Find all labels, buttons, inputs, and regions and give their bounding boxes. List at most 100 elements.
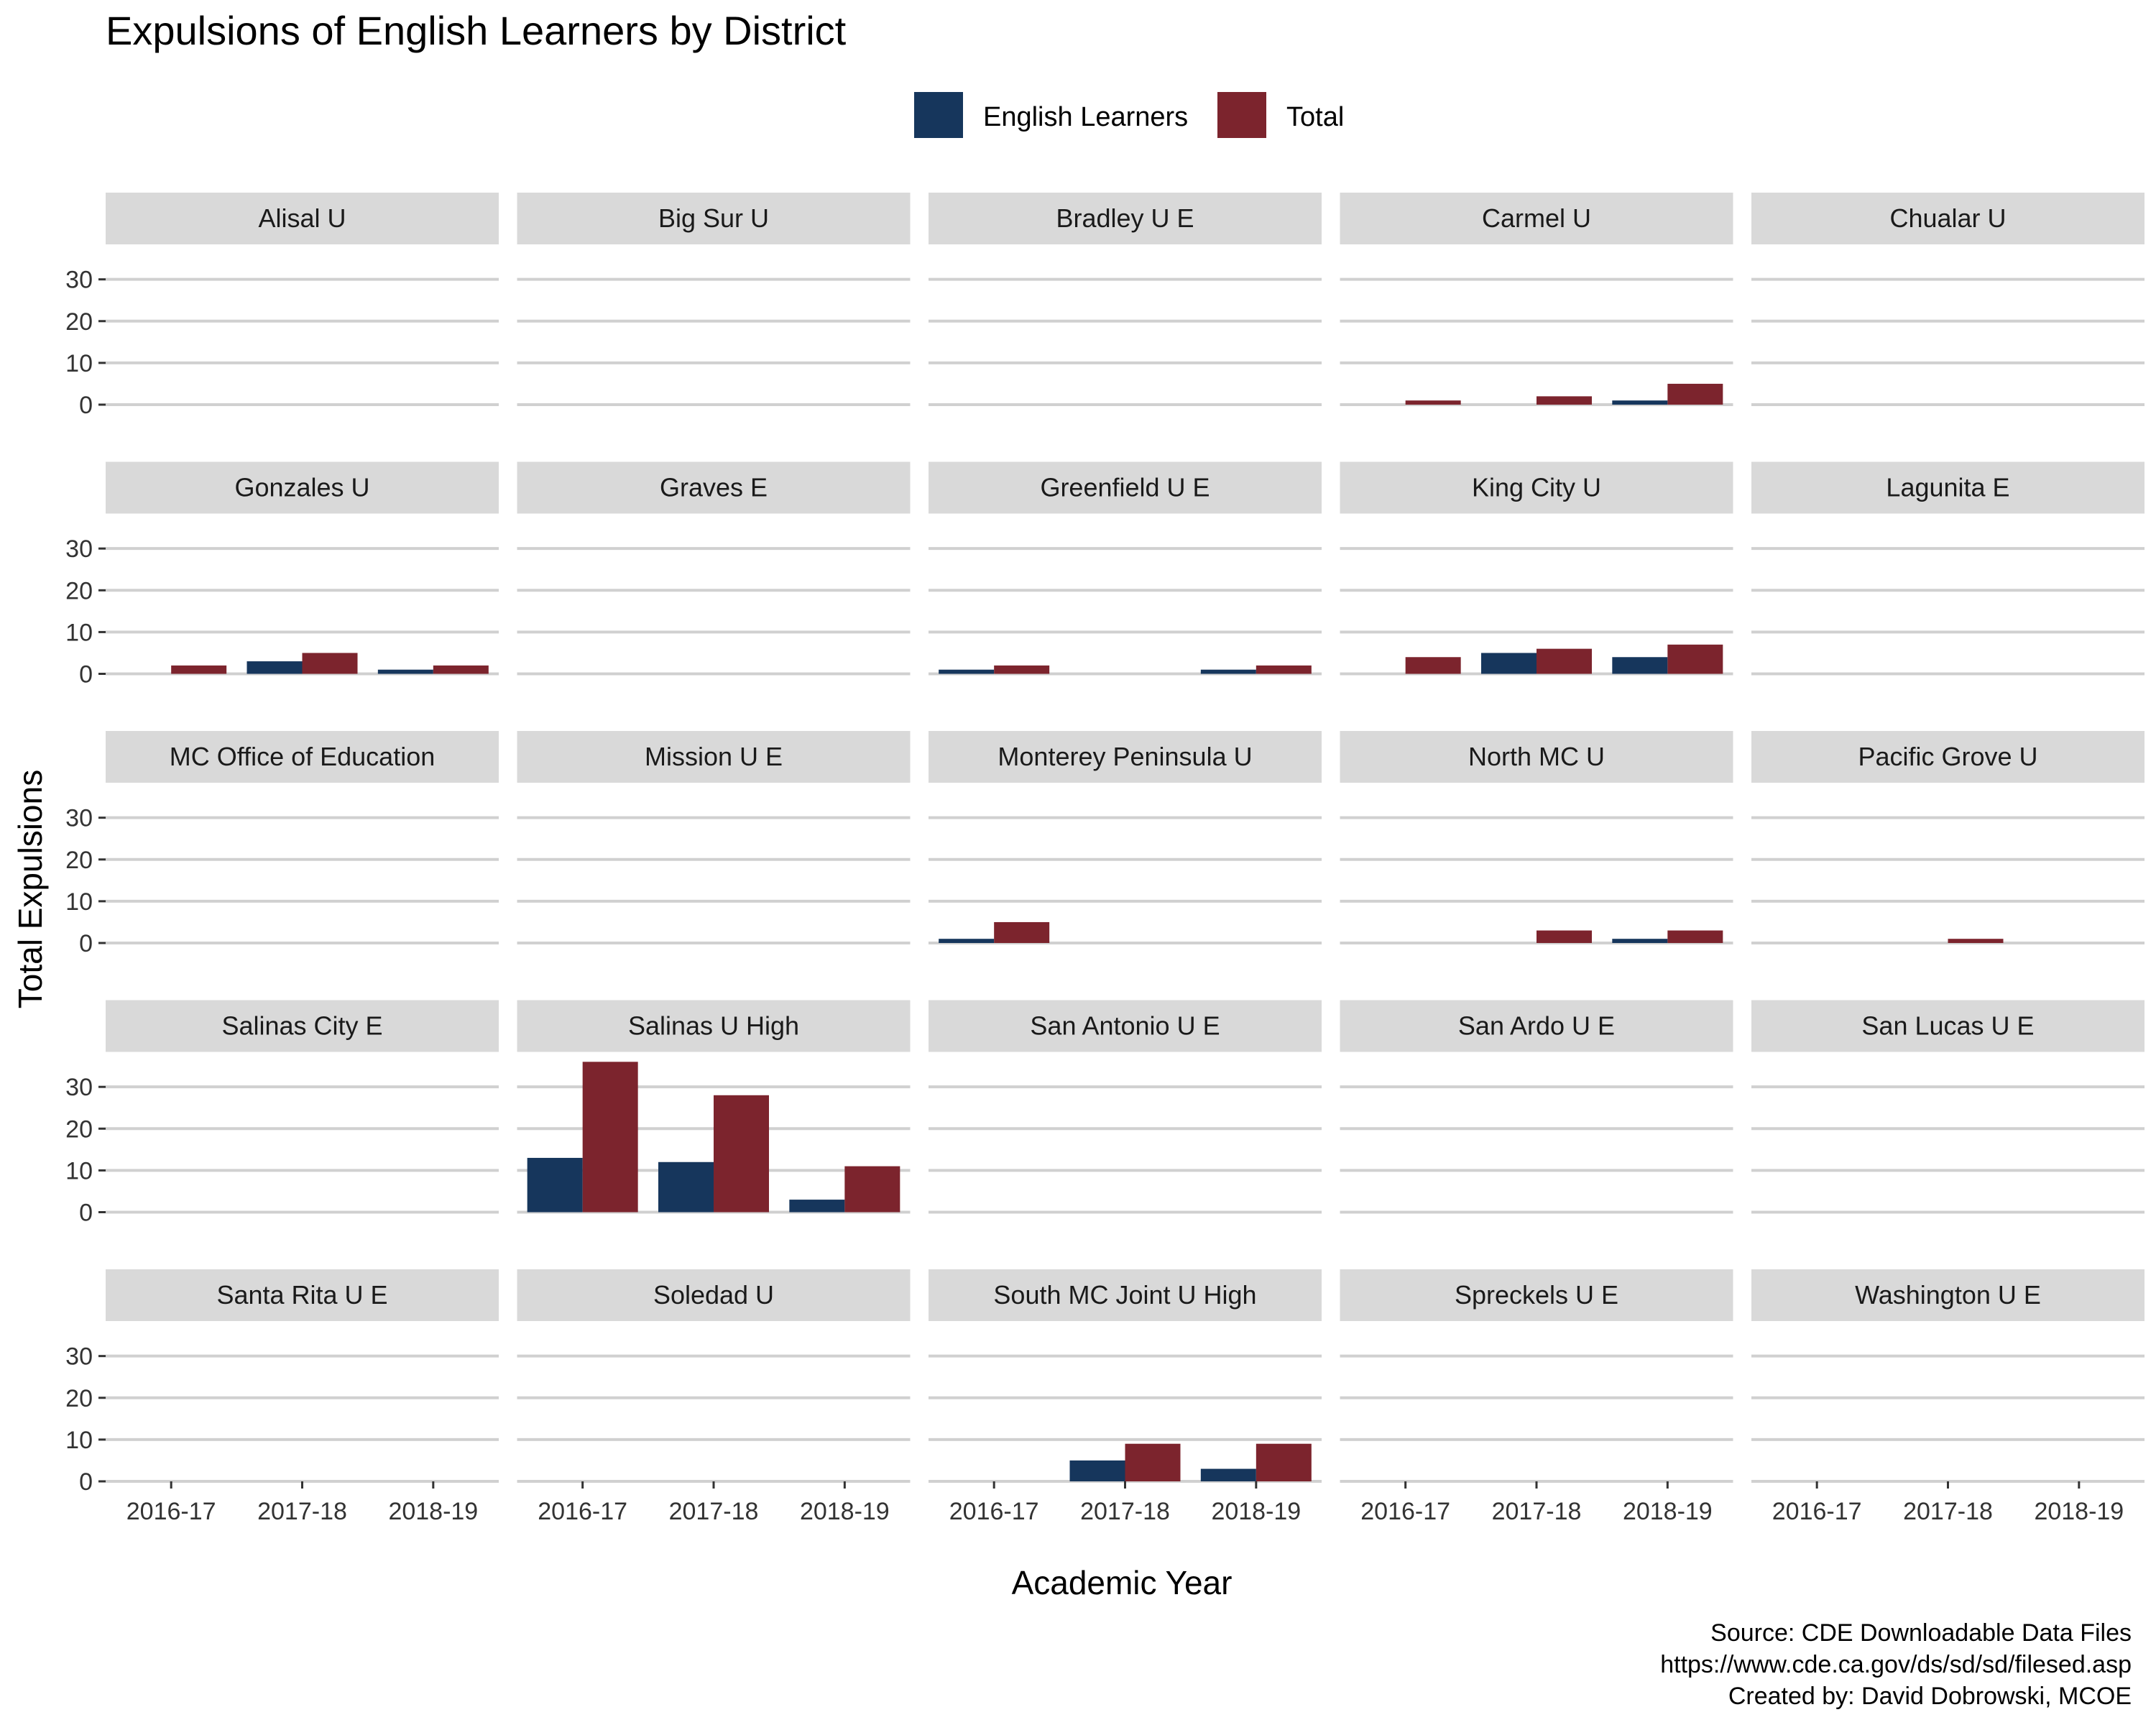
facet-bradley-u-e: Bradley U E bbox=[929, 193, 1322, 406]
x-tick-label: 2018-19 bbox=[800, 1498, 890, 1525]
facet-strip bbox=[1751, 1269, 2145, 1321]
x-tick-label: 2018-19 bbox=[1623, 1498, 1713, 1525]
bar-total-2016-17 bbox=[582, 1062, 638, 1213]
x-tick-label: 2017-18 bbox=[1080, 1498, 1170, 1525]
y-tick-label: 0 bbox=[79, 661, 93, 689]
bar-english-learners-2016-17 bbox=[939, 669, 995, 674]
facet-strip bbox=[929, 1269, 1322, 1321]
bar-english-learners-2018-19 bbox=[1200, 669, 1256, 674]
y-tick-label: 0 bbox=[79, 1468, 93, 1496]
facet-washington-u-e: Washington U E 2016-17 2017-18 2018-19 bbox=[1751, 1269, 2145, 1525]
x-tick-label: 2017-18 bbox=[1492, 1498, 1582, 1525]
facet-strip bbox=[929, 461, 1322, 514]
facet-strip bbox=[106, 1000, 499, 1052]
y-tick-label: 20 bbox=[65, 308, 93, 336]
bar-english-learners-2017-18 bbox=[247, 661, 303, 674]
facet-pacific-grove-u: Pacific Grove U bbox=[1751, 731, 2145, 944]
facet-salinas-city-e: Salinas City E 0 10 20 30 bbox=[65, 1000, 499, 1227]
facet-grid: Alisal U 0 10 20 30 Big Sur U Bradley U E Carme… bbox=[65, 193, 2145, 1525]
facet-graves-e: Graves E bbox=[517, 461, 911, 676]
bar-english-learners-2018-19 bbox=[1612, 400, 1668, 405]
facet-chualar-u: Chualar U bbox=[1751, 193, 2145, 406]
facet-strip bbox=[929, 1000, 1322, 1052]
facet-south-mc-joint-u-high: South MC Joint U High 2016-17 2017-18 2018-… bbox=[929, 1269, 1322, 1525]
bar-total-2017-18 bbox=[302, 653, 358, 674]
bar-total-2016-17 bbox=[171, 665, 227, 674]
facet-strip-label: Salinas City E bbox=[221, 1011, 382, 1041]
x-tick-label: 2016-17 bbox=[949, 1498, 1039, 1525]
y-tick-label: 20 bbox=[65, 847, 93, 874]
facet-strip-label: Big Sur U bbox=[658, 203, 769, 233]
facet-san-antonio-u-e: San Antonio U E bbox=[929, 1000, 1322, 1214]
facet-monterey-peninsula-u: Monterey Peninsula U bbox=[929, 731, 1322, 944]
facet-strip-label: Salinas U High bbox=[628, 1011, 799, 1041]
caption-credit: Created by: David Dobrowski, MCOE bbox=[1728, 1683, 2132, 1710]
bar-total-2017-18 bbox=[714, 1095, 769, 1213]
facet-strip-label: Gonzales U bbox=[234, 473, 369, 502]
y-tick-label: 0 bbox=[79, 392, 93, 419]
facet-strip bbox=[1340, 461, 1733, 514]
y-tick-label: 30 bbox=[65, 267, 93, 294]
facet-strip-label: Carmel U bbox=[1482, 203, 1591, 233]
facet-strip-label: Mission U E bbox=[645, 742, 783, 771]
bar-total-2018-19 bbox=[1256, 1443, 1312, 1481]
y-tick-label: 20 bbox=[65, 1116, 93, 1143]
facet-strip-label: Chualar U bbox=[1889, 203, 2006, 233]
y-tick-label: 10 bbox=[65, 350, 93, 377]
legend-swatch-english-learners bbox=[914, 92, 963, 138]
facet-strip bbox=[106, 193, 499, 244]
x-tick-label: 2016-17 bbox=[538, 1498, 627, 1525]
bar-total-2018-19 bbox=[1667, 644, 1723, 674]
facet-strip bbox=[929, 731, 1322, 783]
facet-strip-label: King City U bbox=[1472, 473, 1601, 502]
facet-strip-label: North MC U bbox=[1468, 742, 1605, 771]
facet-strip bbox=[517, 1269, 911, 1321]
facet-strip-label: Santa Rita U E bbox=[216, 1280, 387, 1310]
bar-total-2017-18 bbox=[1948, 939, 2004, 943]
x-tick-label: 2017-18 bbox=[1903, 1498, 1993, 1525]
y-tick-label: 30 bbox=[65, 1343, 93, 1371]
facet-strip bbox=[1340, 193, 1733, 244]
facet-santa-rita-u-e: Santa Rita U E 0 10 20 30 2016-17 2017-18 2018-… bbox=[65, 1269, 499, 1525]
facet-strip-label: Alisal U bbox=[258, 203, 346, 233]
facet-strip bbox=[106, 731, 499, 783]
facet-strip bbox=[1751, 731, 2145, 783]
facet-strip-label: Washington U E bbox=[1855, 1280, 2041, 1310]
chart-title: Expulsions of English Learners by Distri… bbox=[106, 8, 847, 53]
bar-total-2017-18 bbox=[1537, 648, 1592, 674]
facet-strip-label: Bradley U E bbox=[1056, 203, 1194, 233]
facet-strip bbox=[1751, 193, 2145, 244]
facet-alisal-u: Alisal U 0 10 20 30 bbox=[65, 193, 499, 419]
y-tick-label: 30 bbox=[65, 805, 93, 832]
x-tick-label: 2016-17 bbox=[126, 1498, 216, 1525]
y-tick-label: 30 bbox=[65, 535, 93, 563]
x-tick-label: 2018-19 bbox=[1211, 1498, 1301, 1525]
y-tick-label: 20 bbox=[65, 1385, 93, 1412]
y-tick-label: 0 bbox=[79, 930, 93, 957]
bar-total-2018-19 bbox=[844, 1166, 900, 1213]
facet-mission-u-e: Mission U E bbox=[517, 731, 911, 944]
bar-english-learners-2018-19 bbox=[1612, 939, 1668, 943]
facet-san-ardo-u-e: San Ardo U E bbox=[1340, 1000, 1733, 1214]
facet-strip-label: San Antonio U E bbox=[1030, 1011, 1220, 1041]
facet-king-city-u: King City U bbox=[1340, 461, 1733, 676]
facet-strip-label: Pacific Grove U bbox=[1858, 742, 2037, 771]
bar-total-2018-19 bbox=[433, 665, 489, 674]
y-tick-label: 10 bbox=[65, 1157, 93, 1184]
x-tick-label: 2017-18 bbox=[257, 1498, 347, 1525]
bar-english-learners-2017-18 bbox=[658, 1162, 714, 1213]
y-tick-label: 10 bbox=[65, 1427, 93, 1454]
facet-strip bbox=[1340, 731, 1733, 783]
bar-english-learners-2018-19 bbox=[789, 1200, 845, 1213]
x-tick-label: 2018-19 bbox=[2034, 1498, 2124, 1525]
facet-strip-label: Monterey Peninsula U bbox=[998, 742, 1252, 771]
x-tick-label: 2018-19 bbox=[388, 1498, 478, 1525]
legend: English Learners Total bbox=[914, 92, 1344, 138]
facet-strip-label: Soledad U bbox=[653, 1280, 774, 1310]
facet-big-sur-u: Big Sur U bbox=[517, 193, 911, 406]
facet-strip-label: Lagunita E bbox=[1886, 473, 2009, 502]
bar-english-learners-2018-19 bbox=[1200, 1468, 1256, 1481]
facet-soledad-u: Soledad U 2016-17 2017-18 2018-19 bbox=[517, 1269, 911, 1525]
x-tick-label: 2016-17 bbox=[1360, 1498, 1450, 1525]
